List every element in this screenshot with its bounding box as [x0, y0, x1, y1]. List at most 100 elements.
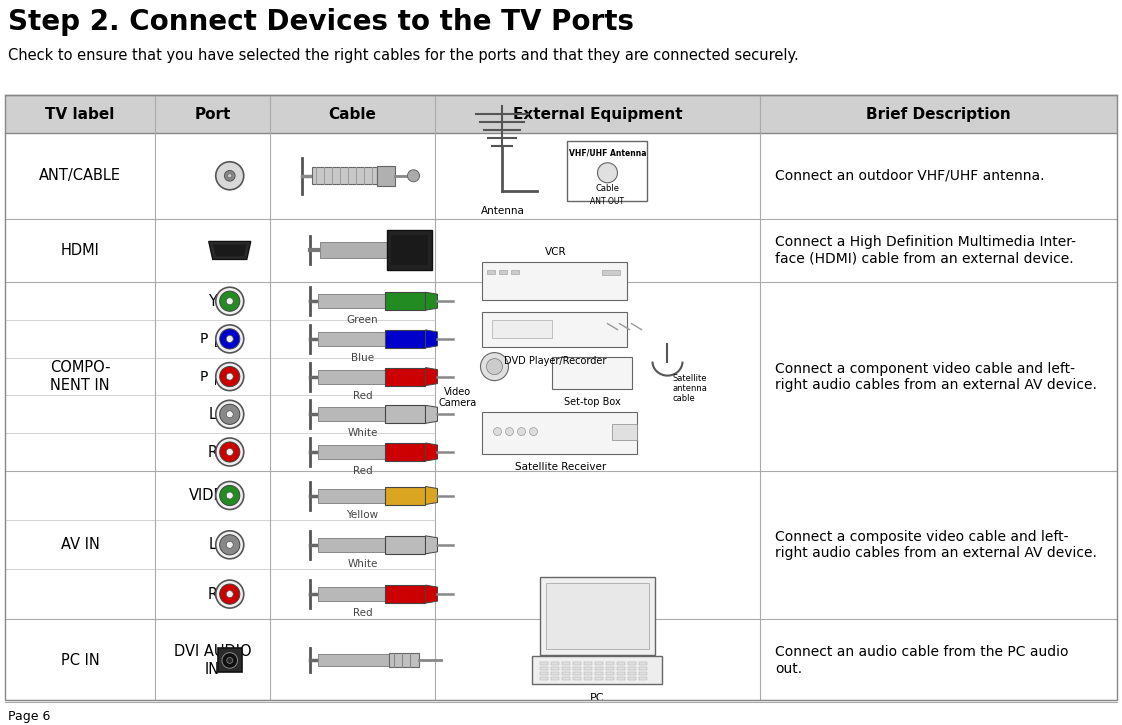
- Bar: [640, 677, 647, 681]
- Circle shape: [227, 492, 233, 499]
- Polygon shape: [425, 486, 438, 505]
- Circle shape: [407, 170, 420, 182]
- Text: PC: PC: [590, 693, 605, 703]
- Circle shape: [227, 411, 233, 418]
- Text: L: L: [209, 537, 217, 552]
- Bar: [562, 668, 570, 671]
- Text: Red: Red: [352, 608, 373, 618]
- Text: Red: Red: [352, 391, 373, 401]
- Text: Cable: Cable: [329, 107, 377, 122]
- Bar: [4, 618, 1118, 702]
- Text: Step 2. Connect Devices to the TV Ports: Step 2. Connect Devices to the TV Ports: [8, 8, 634, 36]
- Bar: [552, 663, 560, 666]
- Bar: [552, 668, 560, 671]
- Bar: [541, 663, 549, 666]
- Circle shape: [220, 329, 240, 349]
- Text: Connect an audio cable from the PC audio
out.: Connect an audio cable from the PC audio…: [775, 645, 1068, 676]
- Circle shape: [506, 428, 514, 436]
- Polygon shape: [425, 405, 438, 423]
- Circle shape: [220, 367, 240, 386]
- Bar: [541, 677, 549, 681]
- Text: Red: Red: [352, 466, 373, 476]
- Bar: [562, 663, 570, 666]
- Circle shape: [215, 162, 243, 190]
- Circle shape: [215, 287, 243, 315]
- Circle shape: [530, 428, 537, 436]
- Bar: [482, 262, 627, 299]
- Text: Yellow: Yellow: [347, 510, 378, 520]
- Bar: [386, 405, 425, 423]
- Bar: [493, 320, 552, 338]
- Text: COMPO-
NENT IN: COMPO- NENT IN: [49, 360, 110, 393]
- Text: Y: Y: [208, 294, 217, 309]
- Circle shape: [215, 325, 243, 353]
- Bar: [596, 677, 604, 681]
- Text: TV label: TV label: [45, 107, 114, 122]
- Bar: [573, 673, 581, 676]
- Circle shape: [494, 428, 502, 436]
- Bar: [585, 677, 592, 681]
- Circle shape: [215, 362, 243, 391]
- Polygon shape: [209, 241, 250, 260]
- Polygon shape: [213, 244, 247, 257]
- Text: Check to ensure that you have selected the right cables for the ports and that t: Check to ensure that you have selected t…: [8, 48, 799, 63]
- Bar: [617, 663, 625, 666]
- Bar: [4, 95, 1118, 700]
- Bar: [573, 663, 581, 666]
- Circle shape: [227, 336, 233, 342]
- Text: Set-top Box: Set-top Box: [564, 397, 620, 407]
- Bar: [617, 668, 625, 671]
- Circle shape: [220, 442, 240, 462]
- Bar: [628, 677, 636, 681]
- Bar: [617, 677, 625, 681]
- Bar: [4, 133, 1118, 218]
- Bar: [386, 536, 425, 554]
- Bar: [607, 673, 615, 676]
- Text: Satellite Receiver: Satellite Receiver: [515, 462, 606, 471]
- Circle shape: [215, 481, 243, 510]
- Text: R: R: [208, 444, 218, 460]
- Bar: [546, 584, 649, 650]
- Bar: [499, 270, 507, 273]
- Text: Cable: Cable: [596, 184, 619, 194]
- Circle shape: [227, 449, 233, 455]
- Bar: [319, 489, 386, 502]
- Text: White: White: [348, 428, 378, 439]
- Text: Blue: Blue: [351, 353, 374, 363]
- Text: Green: Green: [347, 315, 378, 326]
- Bar: [640, 673, 647, 676]
- Text: P: P: [200, 332, 209, 346]
- Text: Satellite
antenna
cable: Satellite antenna cable: [672, 373, 707, 403]
- Bar: [4, 471, 1118, 618]
- Circle shape: [220, 584, 240, 604]
- Bar: [4, 282, 1118, 471]
- Text: Connect a component video cable and left-
right audio cables from an external AV: Connect a component video cable and left…: [775, 362, 1097, 392]
- Circle shape: [228, 174, 232, 178]
- Circle shape: [227, 373, 233, 380]
- Bar: [319, 655, 389, 666]
- Bar: [628, 673, 636, 676]
- Text: Video
Camera: Video Camera: [439, 386, 477, 408]
- Polygon shape: [425, 536, 438, 554]
- Circle shape: [222, 652, 238, 668]
- Bar: [613, 423, 637, 439]
- Bar: [389, 653, 420, 668]
- Circle shape: [224, 170, 236, 181]
- Bar: [607, 677, 615, 681]
- Bar: [541, 673, 549, 676]
- Text: Antenna: Antenna: [480, 206, 524, 216]
- Bar: [319, 445, 386, 459]
- Text: Connect an outdoor VHF/UHF antenna.: Connect an outdoor VHF/UHF antenna.: [775, 169, 1045, 183]
- Bar: [573, 668, 581, 671]
- Circle shape: [215, 438, 243, 466]
- Text: Brief Description: Brief Description: [866, 107, 1011, 122]
- Bar: [628, 668, 636, 671]
- Bar: [541, 668, 549, 671]
- Bar: [319, 407, 386, 421]
- Bar: [552, 677, 560, 681]
- Bar: [319, 370, 386, 384]
- Circle shape: [220, 486, 240, 505]
- Text: Page 6: Page 6: [8, 710, 50, 723]
- Bar: [552, 673, 560, 676]
- Bar: [573, 677, 581, 681]
